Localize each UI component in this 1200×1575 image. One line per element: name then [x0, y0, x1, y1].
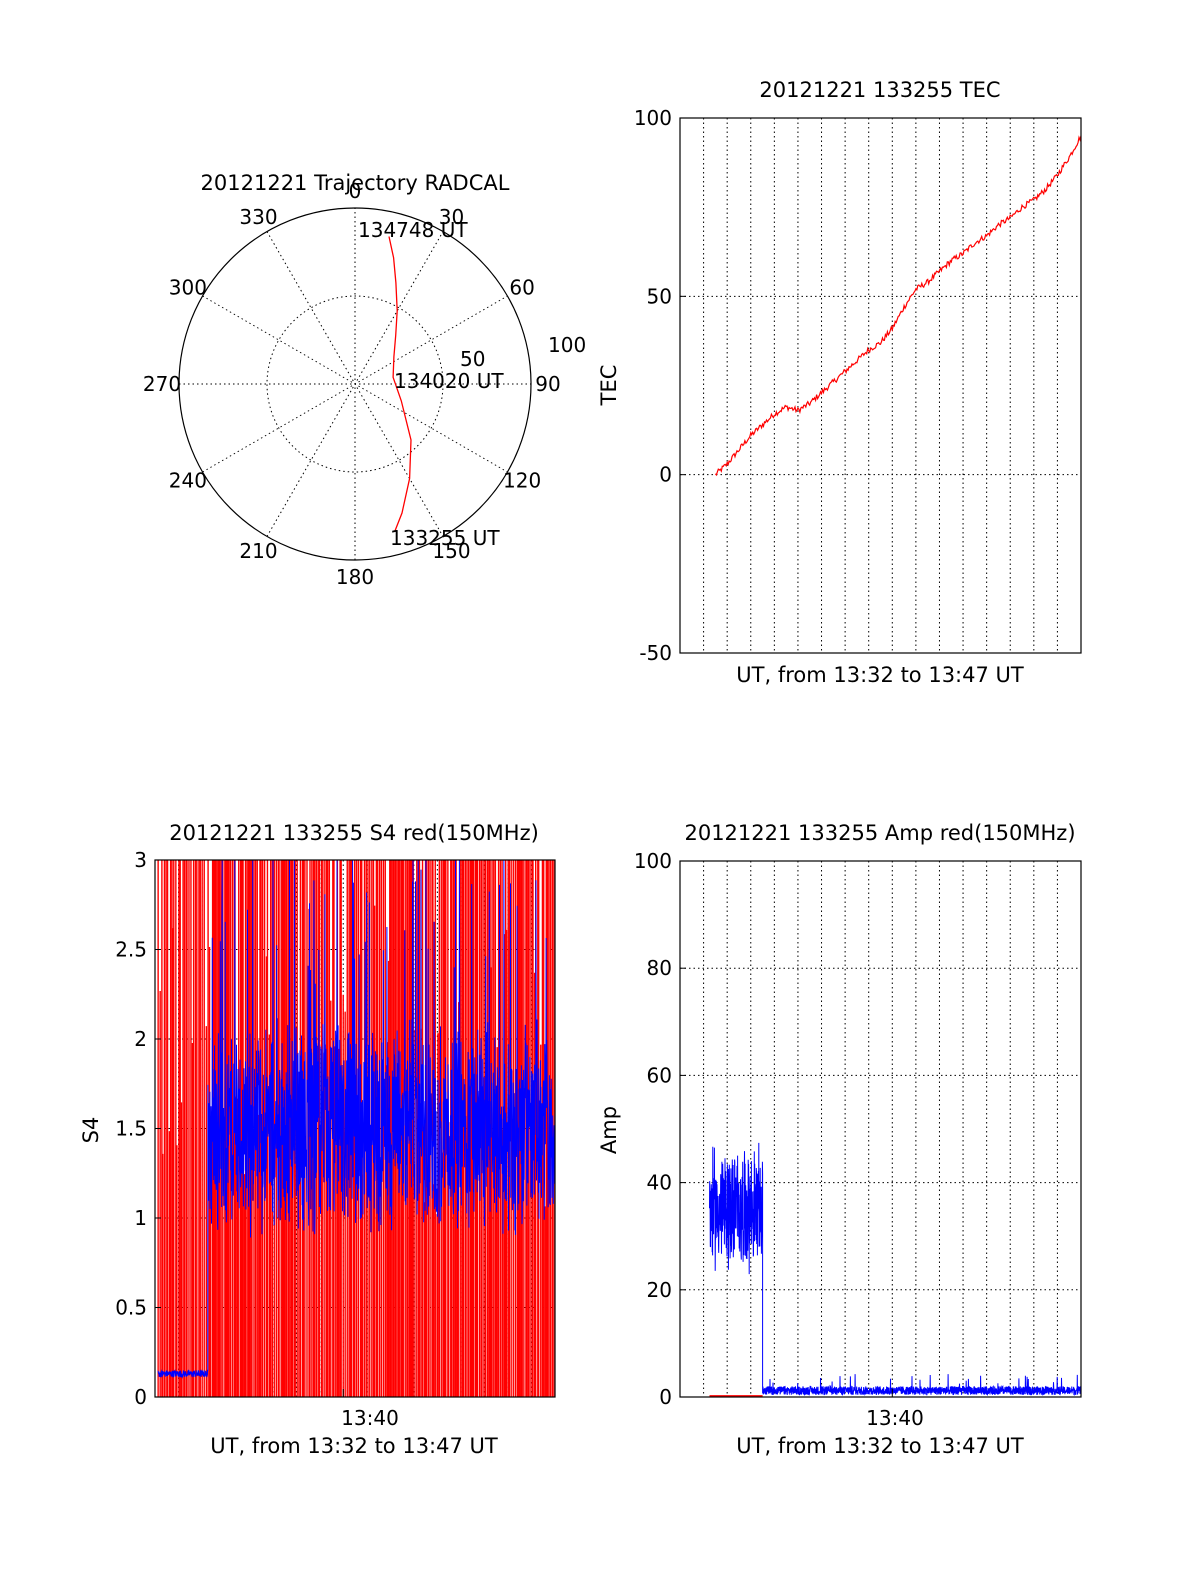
polar-azimuth-label: 300 [169, 276, 207, 300]
polar-azimuth-label: 90 [535, 372, 560, 396]
tec-series-line [714, 135, 1082, 477]
polar-spoke [266, 231, 444, 537]
s4-ytick: 2 [134, 1027, 147, 1051]
tec-y-tick-labels: -50 0 50 100 [634, 106, 686, 665]
amp-ytick: 20 [647, 1278, 672, 1302]
polar-spokes [179, 208, 531, 560]
polar-annotation-end: 133255 UT [390, 526, 500, 550]
amp-plot-frame [679, 860, 1082, 1398]
polar-azimuth-labels: 0 30 60 90 120 150 180 210 240 270 300 330 [143, 179, 561, 589]
amp-xlabel: UT, from 13:32 to 13:47 UT [736, 1434, 1024, 1458]
polar-azimuth-label: 30 [439, 205, 464, 229]
s4-xtick-label: 13:40 [341, 1406, 399, 1430]
s4-ytick: 0 [134, 1385, 147, 1409]
tec-ytick: 0 [659, 463, 672, 487]
s4-chart: 20121221 133255 S4 red(150MHz) 0 0.5 1 1.5 2… [79, 821, 556, 1458]
tec-xlabel: UT, from 13:32 to 13:47 UT [736, 663, 1024, 687]
s4-ylabel: S4 [79, 1117, 103, 1144]
amp-title: 20121221 133255 Amp red(150MHz) [684, 821, 1075, 845]
polar-trajectory-line [388, 236, 412, 533]
s4-y-tick-labels: 0 0.5 1 1.5 2 2.5 3 [115, 848, 344, 1409]
polar-radial-label-50: 50 [460, 347, 485, 371]
polar-azimuth-label: 150 [432, 539, 470, 563]
tec-title: 20121221 133255 TEC [759, 78, 1000, 102]
tec-ytick: 50 [647, 284, 672, 308]
polar-azimuth-label: 0 [349, 179, 362, 203]
amp-ytick: 80 [647, 956, 672, 980]
s4-title: 20121221 133255 S4 red(150MHz) [169, 821, 539, 845]
tec-chart: 20121221 133255 TEC -50 0 50 100 TEC UT, fr… [597, 78, 1082, 687]
polar-azimuth-label: 240 [169, 469, 207, 493]
polar-azimuth-label: 180 [336, 565, 374, 589]
polar-azimuth-label: 120 [503, 469, 541, 493]
s4-blue-series [157, 859, 556, 1379]
amp-ytick: 0 [659, 1385, 672, 1409]
s4-ytick: 1 [134, 1206, 147, 1230]
amp-blue-series [709, 1142, 1082, 1397]
s4-ytick: 1.5 [115, 1117, 147, 1141]
polar-annotation-mid: 134020 UT [394, 369, 504, 393]
s4-ytick: 0.5 [115, 1296, 147, 1320]
polar-azimuth-label: 330 [239, 205, 277, 229]
amp-ylabel: Amp [597, 1106, 621, 1154]
tec-grid [680, 118, 1081, 653]
s4-ytick: 2.5 [115, 938, 147, 962]
polar-radial-label-100: 100 [548, 333, 586, 357]
tec-plot-frame [679, 117, 1082, 654]
polar-annotation-start: 134748 UT [358, 218, 468, 242]
polar-azimuth-label: 270 [143, 372, 181, 396]
amp-chart: 20121221 133255 Amp red(150MHz) 0 20 40 60 8… [597, 821, 1082, 1458]
s4-ytick: 3 [134, 848, 147, 872]
polar-azimuth-label: 210 [239, 539, 277, 563]
amp-ytick: 60 [647, 1063, 672, 1087]
tec-ytick: -50 [639, 641, 672, 665]
polar-trajectory-chart: 20121221 Trajectory RADCAL 0 30 60 90 120 150… [143, 171, 586, 589]
amp-xtick-label: 13:40 [866, 1406, 924, 1430]
amp-ytick: 100 [634, 849, 672, 873]
amp-ytick: 40 [647, 1171, 672, 1195]
amp-y-tick-labels: 0 20 40 60 80 100 [634, 849, 893, 1409]
tec-ytick: 100 [634, 106, 672, 130]
polar-title: 20121221 Trajectory RADCAL [201, 171, 510, 195]
polar-azimuth-label: 60 [509, 276, 534, 300]
amp-grid [680, 861, 1081, 1397]
polar-inner-circle [266, 295, 444, 473]
tec-ylabel: TEC [597, 365, 621, 407]
s4-xlabel: UT, from 13:32 to 13:47 UT [210, 1434, 498, 1458]
